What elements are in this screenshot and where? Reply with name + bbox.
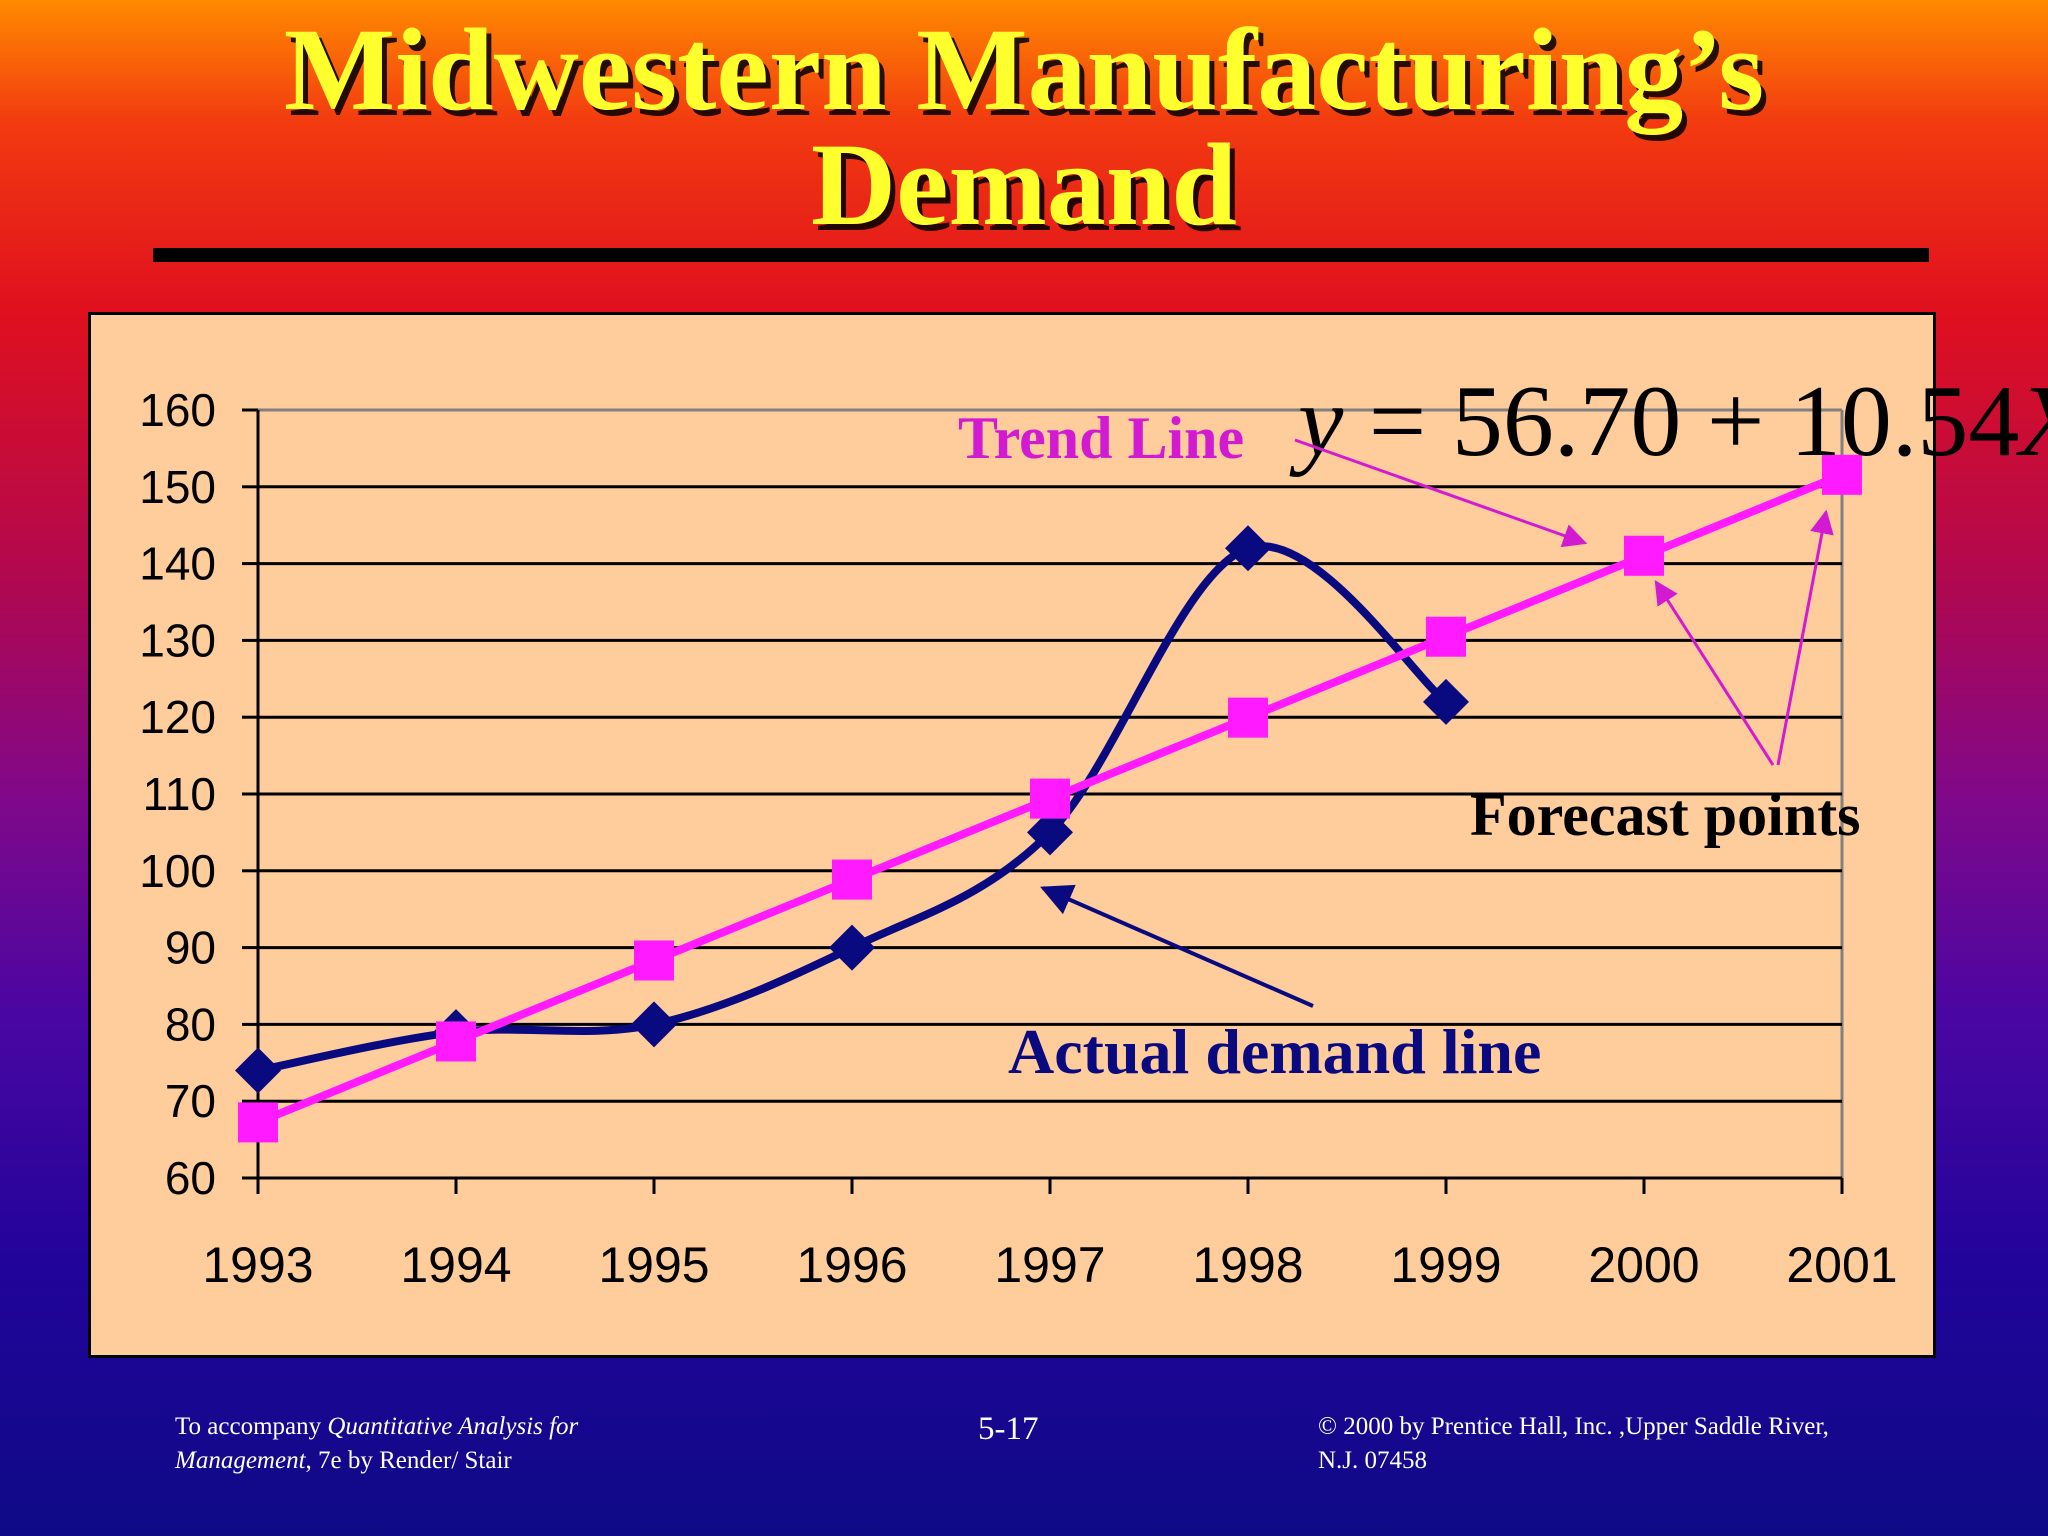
- x-tick-label: 2000: [1588, 1237, 1699, 1293]
- trend-marker: [1822, 454, 1862, 495]
- x-tick-label: 1995: [598, 1237, 709, 1293]
- trend-marker: [832, 859, 872, 900]
- x-tick-label: 1999: [1390, 1237, 1501, 1293]
- actual-demand-arrow: [1040, 884, 1314, 1008]
- trend-marker: [1624, 535, 1664, 576]
- y-tick-label: 70: [165, 1075, 216, 1127]
- y-tick-label: 110: [143, 768, 216, 820]
- actual-series-line: [254, 542, 1450, 1075]
- title-line-2: Demand: [810, 119, 1238, 250]
- title-line-1: Midwestern Manufacturing’s: [283, 4, 1765, 135]
- footer-book-title-1: Quantitative Analysis for: [327, 1413, 579, 1440]
- footer-citation-suffix: , 7e by Render/ Stair: [305, 1447, 512, 1474]
- y-tick-label: 130: [139, 614, 216, 666]
- series: [235, 454, 1862, 1143]
- x-tick-label: 1994: [400, 1237, 511, 1293]
- trend-equation: y = 56.70 + 10.54X: [1289, 365, 2048, 478]
- slide-title: Midwestern Manufacturing’s Demand: [0, 4, 2048, 250]
- x-tick-label: 2001: [1786, 1237, 1897, 1293]
- actual-demand-marker: [1225, 525, 1271, 572]
- trend-marker: [1228, 697, 1268, 738]
- y-tick-label: 120: [139, 691, 216, 743]
- x-tick-label: 1998: [1192, 1237, 1303, 1293]
- gridlines: [258, 408, 1844, 1178]
- equation-lhs: y: [1289, 365, 1344, 478]
- x-tick-label: 1997: [994, 1237, 1105, 1293]
- trend-marker: [1030, 778, 1070, 819]
- actual-demand-marker: [1423, 678, 1469, 725]
- equation-coefficients: 56.70 + 10.54: [1452, 365, 2020, 478]
- y-tick-label: 90: [165, 922, 216, 974]
- trend-marker: [238, 1102, 278, 1143]
- trend-marker: [1426, 616, 1466, 657]
- forecast-arrow-2001: [1776, 509, 1834, 766]
- y-tick-label: 60: [165, 1152, 216, 1204]
- y-tick-label: 160: [139, 384, 216, 436]
- annotations: Trend Line y = 56.70 + 10.54X Forecast p…: [958, 365, 2048, 1087]
- trend-line-label: Trend Line: [958, 405, 1244, 471]
- page-number: 5-17: [978, 1411, 1039, 1447]
- y-tick-label: 80: [165, 998, 216, 1050]
- footer-copyright: © 2000 by Prentice Hall, Inc. ,Upper Sad…: [1318, 1410, 1829, 1478]
- copyright-line-1: © 2000 by Prentice Hall, Inc. ,Upper Sad…: [1318, 1413, 1829, 1440]
- actual-demand-label: Actual demand line: [1008, 1016, 1541, 1087]
- actual-demand-marker: [1027, 809, 1073, 856]
- x-tick-label: 1996: [796, 1237, 907, 1293]
- actual-demand-marker: [235, 1047, 281, 1094]
- forecast-points-label: Forecast points: [1470, 782, 1861, 848]
- axes: 60 70 80 90 100 110 120 130 140 150 160 1993 1994 199…: [139, 384, 1897, 1293]
- x-tick-label: 1993: [202, 1237, 313, 1293]
- equation-equals: =: [1343, 365, 1452, 478]
- y-tick-label: 140: [139, 538, 216, 590]
- trend-label-arrow: [1294, 438, 1588, 548]
- copyright-line-2: N.J. 07458: [1318, 1447, 1428, 1474]
- actual-demand-marker: [631, 1001, 677, 1048]
- actual-demand-marker: [829, 924, 875, 971]
- trend-marker: [634, 940, 674, 981]
- y-tick-label: 150: [139, 461, 216, 513]
- footer-citation-prefix: To accompany: [175, 1413, 328, 1440]
- trend-marker: [436, 1021, 476, 1062]
- y-tick-label: 100: [139, 845, 216, 897]
- forecast-arrow-2000: [1654, 579, 1775, 766]
- footer-book-title-2: Management: [175, 1447, 306, 1474]
- footer-citation: To accompany Quantitative Analysis for M…: [175, 1410, 578, 1478]
- equation-variable: X: [2015, 365, 2048, 478]
- title-underline: [153, 248, 1929, 262]
